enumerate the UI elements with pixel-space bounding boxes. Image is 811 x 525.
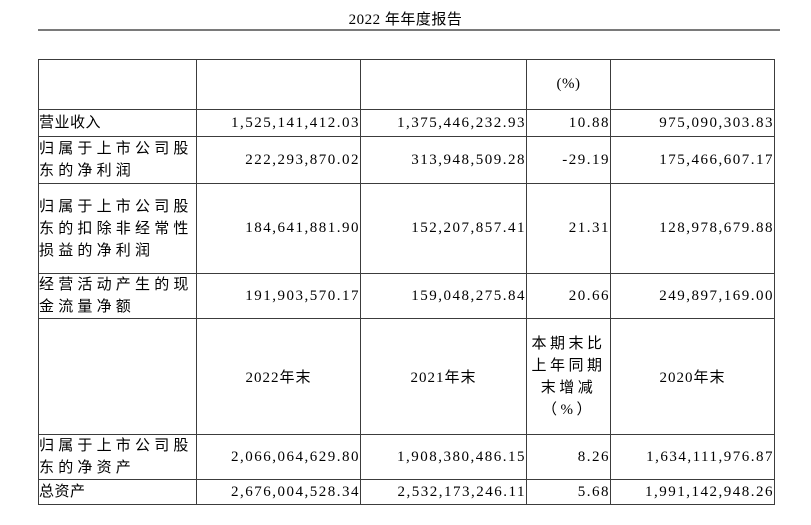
metric-label-cell: 归属于上市公司股东的净利润 [38, 136, 197, 184]
table-row-revenue: 营业收入 1,525,141,412.03 1,375,446,232.93 1… [38, 109, 775, 137]
value-2021-cell: 1,908,380,486.15 [360, 434, 527, 480]
change-pct-cell: 8.26 [526, 434, 611, 480]
carryover-change-unit-cell: (%) [526, 59, 611, 110]
table-row-deducted-net-profit: 归属于上市公司股东的扣除非经常性损益的净利润 184,641,881.90 15… [38, 183, 775, 274]
metric-label-cell: 营业收入 [38, 109, 197, 137]
value-2020-cell: 975,090,303.83 [610, 109, 775, 137]
period-end-label-cell [38, 318, 197, 435]
change-pct-cell: 10.88 [526, 109, 611, 137]
value-2022-cell: 1,525,141,412.03 [196, 109, 361, 137]
change-pct-cell: 21.31 [526, 183, 611, 274]
header-2021-cell: 2021年末 [360, 318, 527, 435]
value-2022-cell: 191,903,570.17 [196, 273, 361, 319]
table-row-net-profit: 归属于上市公司股东的净利润 222,293,870.02 313,948,509… [38, 136, 775, 184]
table-row-operating-cash-flow: 经营活动产生的现金流量净额 191,903,570.17 159,048,275… [38, 273, 775, 319]
header-divider [38, 29, 780, 31]
period-end-header-row: 2022年末 2021年末 本期末比上年同期末增减（%） 2020年末 [38, 318, 775, 435]
value-2021-cell: 1,375,446,232.93 [360, 109, 527, 137]
value-2022-cell: 184,641,881.90 [196, 183, 361, 274]
table-row-total-assets: 总资产 2,676,004,528.34 2,532,173,246.11 5.… [38, 479, 775, 505]
carryover-y2020-cell [610, 59, 775, 110]
carryover-label-cell [38, 59, 197, 110]
carryover-y2022-cell [196, 59, 361, 110]
value-2020-cell: 1,991,142,948.26 [610, 479, 775, 505]
header-2022-cell: 2022年末 [196, 318, 361, 435]
carryover-y2021-cell [360, 59, 527, 110]
value-2020-cell: 1,634,111,976.87 [610, 434, 775, 480]
report-title: 2022 年年度报告 [348, 12, 463, 28]
table-row-net-assets: 归属于上市公司股东的净资产 2,066,064,629.80 1,908,380… [38, 434, 775, 480]
value-2020-cell: 249,897,169.00 [610, 273, 775, 319]
change-pct-cell: -29.19 [526, 136, 611, 184]
value-2022-cell: 2,676,004,528.34 [196, 479, 361, 505]
header-change-cell: 本期末比上年同期末增减（%） [526, 318, 611, 435]
metric-label-cell: 归属于上市公司股东的净资产 [38, 434, 197, 480]
value-2021-cell: 313,948,509.28 [360, 136, 527, 184]
financial-summary-table: (%) 营业收入 1,525,141,412.03 1,375,446,232.… [38, 59, 775, 505]
value-2022-cell: 222,293,870.02 [196, 136, 361, 184]
change-pct-cell: 20.66 [526, 273, 611, 319]
value-2021-cell: 2,532,173,246.11 [360, 479, 527, 505]
change-pct-cell: 5.68 [526, 479, 611, 505]
value-2020-cell: 128,978,679.88 [610, 183, 775, 274]
value-2020-cell: 175,466,607.17 [610, 136, 775, 184]
value-2021-cell: 152,207,857.41 [360, 183, 527, 274]
metric-label-cell: 总资产 [38, 479, 197, 505]
value-2021-cell: 159,048,275.84 [360, 273, 527, 319]
metric-label-cell: 经营活动产生的现金流量净额 [38, 273, 197, 319]
metric-label-cell: 归属于上市公司股东的扣除非经常性损益的净利润 [38, 183, 197, 274]
value-2022-cell: 2,066,064,629.80 [196, 434, 361, 480]
header-2020-cell: 2020年末 [610, 318, 775, 435]
carryover-header-row: (%) [38, 59, 775, 110]
